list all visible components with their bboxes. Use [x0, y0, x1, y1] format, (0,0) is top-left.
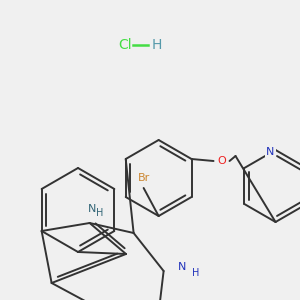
- Text: H: H: [152, 38, 162, 52]
- Text: N: N: [87, 204, 96, 214]
- Text: Br: Br: [137, 173, 150, 183]
- Text: N: N: [177, 262, 186, 272]
- Text: Cl: Cl: [118, 38, 132, 52]
- Text: H: H: [96, 208, 103, 218]
- Text: N: N: [266, 147, 275, 157]
- Text: O: O: [217, 156, 226, 166]
- Text: H: H: [192, 268, 199, 278]
